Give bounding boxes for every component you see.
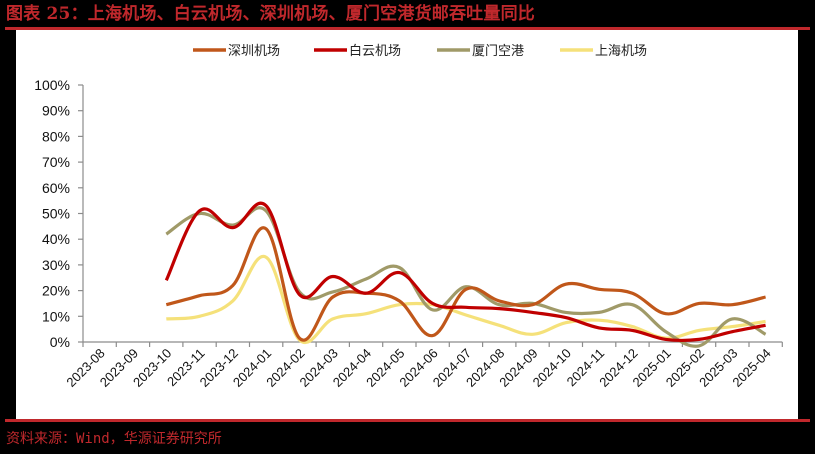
y-tick-label: 50%	[42, 206, 70, 222]
footer-divider	[5, 419, 810, 422]
y-tick-label: 20%	[42, 283, 70, 299]
y-tick-label: 100%	[34, 77, 70, 93]
legend-label: 深圳机场	[228, 44, 280, 59]
series-line	[166, 254, 766, 344]
y-axis: 0% 10% 20% 30% 40% 50% 60% 70% 80% 90% 100%	[34, 77, 84, 350]
x-axis: 2023-082023-092023-102023-112023-122024-…	[63, 341, 783, 390]
y-tick-label: 0%	[50, 334, 70, 350]
y-tick-label: 10%	[42, 308, 70, 324]
chart-panel	[16, 30, 798, 419]
figure-title: 图表 25：上海机场、白云机场、深圳机场、厦门空港货邮吞吐量同比	[6, 4, 535, 24]
legend-label: 白云机场	[349, 43, 401, 59]
chart-legend: 深圳机场 白云机场 厦门空港 上海机场	[193, 43, 647, 59]
legend-label: 上海机场	[595, 44, 647, 59]
y-tick-label: 90%	[42, 103, 70, 119]
y-tick-label: 80%	[42, 128, 70, 144]
y-tick-label: 70%	[42, 154, 70, 170]
chart-series	[164, 201, 767, 348]
legend-label: 厦门空港	[472, 44, 524, 59]
y-tick-label: 30%	[42, 257, 70, 273]
series-line	[165, 206, 767, 348]
y-tick-label: 60%	[42, 180, 70, 196]
title-divider	[5, 27, 810, 30]
y-tick-label: 40%	[42, 231, 70, 247]
series-line	[165, 226, 766, 342]
series-line	[164, 201, 766, 343]
source-note: 资料来源：Wind，华源证券研究所	[6, 431, 222, 447]
